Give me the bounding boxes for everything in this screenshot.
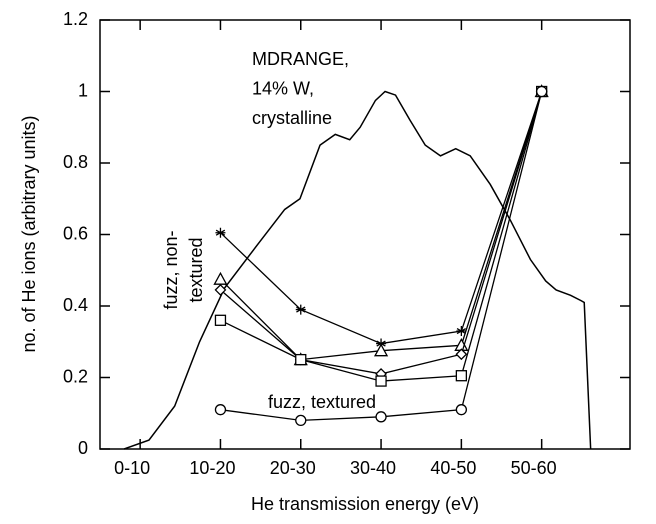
annotation: MDRANGE, (252, 49, 349, 69)
x-tick-label: 30-40 (350, 458, 396, 478)
x-tick-label: 0-10 (114, 458, 150, 478)
marker (455, 404, 468, 416)
marker (215, 227, 226, 238)
y-tick-label: 0.6 (63, 223, 88, 243)
y-tick-label: 1.2 (63, 9, 88, 29)
marker (536, 85, 548, 98)
marker (214, 283, 227, 296)
marker (373, 343, 389, 357)
y-tick-label: 0.4 (63, 295, 88, 315)
marker (455, 348, 468, 361)
x-tick-label: 20-30 (270, 458, 316, 478)
marker (214, 404, 227, 416)
marker (295, 304, 306, 315)
marker (213, 271, 228, 285)
series-line (219, 91, 543, 361)
y-tick-label: 1 (78, 80, 88, 100)
simulation-curve (123, 90, 592, 450)
series-line (220, 91, 543, 345)
x-tick-label: 40-50 (430, 458, 476, 478)
y-tick-label: 0 (78, 438, 88, 458)
marker (375, 411, 387, 423)
x-tick-label: 10-20 (189, 458, 235, 478)
marker (375, 375, 387, 387)
annotation: crystalline (252, 108, 332, 128)
marker (456, 326, 467, 337)
marker (455, 370, 468, 382)
annotation: 14% W, (252, 78, 314, 98)
marker (295, 353, 307, 366)
x-tick-label: 50-60 (511, 458, 557, 478)
y-axis-label: no. of He ions (arbitrary units) (19, 115, 39, 352)
marker (214, 314, 227, 326)
annotation: fuzz, textured (268, 392, 376, 412)
annotation: fuzz, non- (161, 230, 181, 309)
marker (295, 414, 307, 427)
series-line (220, 91, 543, 375)
y-tick-label: 0.2 (63, 366, 88, 386)
annotation: textured (186, 237, 206, 302)
y-tick-label: 0.8 (63, 152, 88, 172)
x-axis-label: He transmission energy (eV) (251, 494, 479, 514)
